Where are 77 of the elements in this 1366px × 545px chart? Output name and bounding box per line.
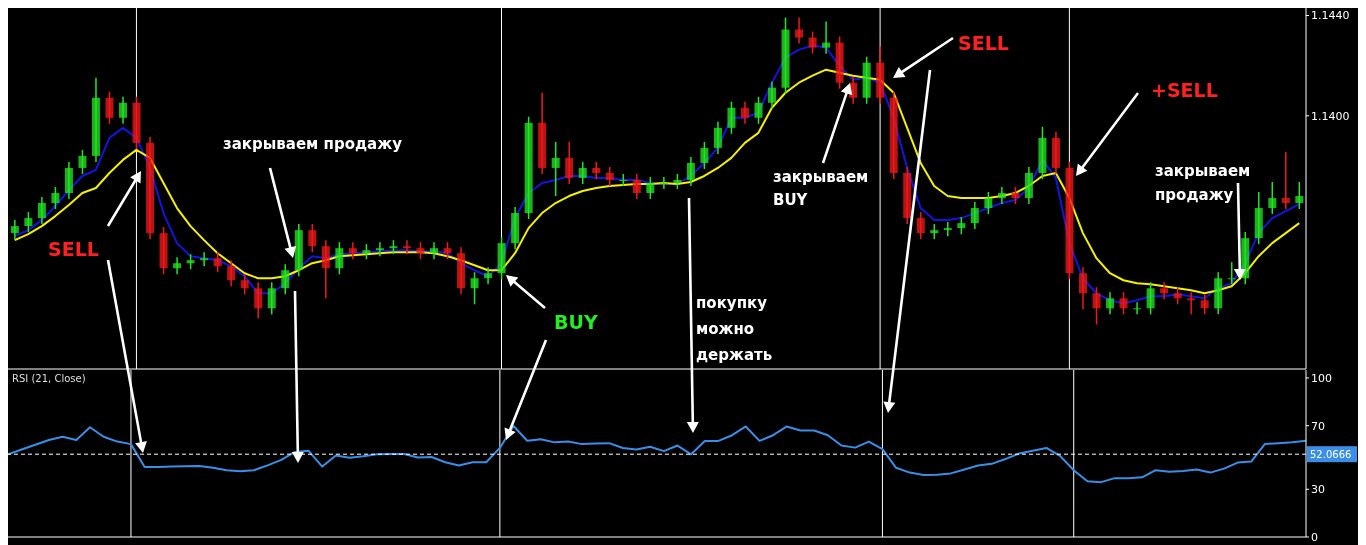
candlestick bbox=[686, 156, 695, 187]
candlestick bbox=[321, 239, 330, 300]
candlestick bbox=[1227, 261, 1236, 286]
candlestick bbox=[254, 281, 263, 320]
candlestick bbox=[592, 161, 601, 180]
y-tick-label: 1.1400 bbox=[1311, 109, 1350, 123]
candlestick bbox=[1200, 293, 1209, 316]
annotation: SELL bbox=[958, 32, 1009, 54]
candlestick bbox=[51, 186, 60, 210]
candlestick bbox=[808, 30, 817, 55]
y-tick-label: 100 bbox=[1311, 371, 1332, 385]
annotation: закрываем продажу bbox=[1155, 161, 1252, 206]
candlestick bbox=[200, 251, 209, 267]
candlestick bbox=[970, 201, 979, 230]
candlestick bbox=[78, 149, 87, 175]
candlestick bbox=[795, 16, 804, 45]
candlestick bbox=[822, 20, 831, 55]
annotation: закрываем BUY bbox=[773, 167, 870, 211]
candlestick bbox=[484, 266, 493, 286]
candlestick bbox=[565, 141, 574, 185]
candlestick bbox=[308, 223, 317, 253]
candlestick bbox=[1106, 291, 1115, 316]
candlestick bbox=[173, 256, 182, 275]
y-tick-label: 30 bbox=[1311, 483, 1325, 497]
candlestick bbox=[37, 196, 46, 225]
candlestick bbox=[1295, 181, 1304, 210]
candlestick bbox=[1092, 286, 1101, 326]
annotation: +SELL bbox=[1151, 79, 1218, 101]
candlestick bbox=[24, 211, 33, 233]
chart-title: RSI (21, Close) bbox=[12, 373, 86, 384]
annotation: SELL bbox=[48, 238, 99, 260]
candlestick bbox=[713, 121, 722, 155]
candlestick bbox=[213, 251, 222, 273]
candlestick bbox=[727, 101, 736, 135]
candlestick bbox=[227, 259, 236, 288]
candlestick bbox=[402, 239, 411, 255]
annotation: покупку можно держать bbox=[696, 293, 774, 366]
candlestick bbox=[1133, 301, 1142, 316]
candlestick bbox=[984, 191, 993, 215]
candlestick bbox=[578, 161, 587, 185]
candlestick bbox=[1281, 151, 1290, 210]
candlestick bbox=[997, 186, 1006, 205]
y-tick-label: 0 bbox=[1311, 530, 1318, 544]
candlestick bbox=[335, 241, 344, 275]
candlestick bbox=[1079, 266, 1087, 311]
candlestick bbox=[740, 101, 749, 125]
candlestick bbox=[632, 173, 641, 200]
candlestick bbox=[646, 176, 655, 200]
annotation: BUY bbox=[554, 311, 598, 333]
candlestick bbox=[659, 176, 668, 190]
candlestick bbox=[430, 241, 438, 260]
candlestick bbox=[916, 211, 925, 240]
line-series bbox=[8, 424, 1307, 484]
candlestick bbox=[1268, 181, 1277, 215]
candlestick bbox=[470, 271, 479, 306]
candlestick bbox=[348, 241, 357, 260]
annotation: закрываем продажу bbox=[223, 135, 402, 153]
candlestick bbox=[281, 263, 290, 296]
candlestick bbox=[105, 90, 114, 125]
y-tick-label: 1.1440 bbox=[1311, 9, 1350, 23]
candlestick bbox=[1146, 281, 1155, 316]
candlestick bbox=[375, 241, 384, 257]
candlestick bbox=[1160, 281, 1169, 301]
candlestick bbox=[768, 80, 777, 110]
ref-line-label: 52.0666 bbox=[1310, 449, 1352, 461]
candlestick bbox=[119, 96, 128, 125]
candlestick bbox=[1187, 291, 1196, 316]
candlestick bbox=[605, 166, 614, 187]
candlestick bbox=[267, 281, 276, 316]
candlestick bbox=[700, 141, 709, 170]
candlestick bbox=[1119, 291, 1128, 316]
y-tick-label: 70 bbox=[1311, 419, 1325, 433]
candlestick bbox=[943, 221, 952, 237]
candlestick bbox=[551, 141, 560, 197]
candlestick bbox=[754, 96, 763, 125]
candlestick bbox=[10, 219, 19, 240]
candlestick bbox=[240, 273, 249, 296]
